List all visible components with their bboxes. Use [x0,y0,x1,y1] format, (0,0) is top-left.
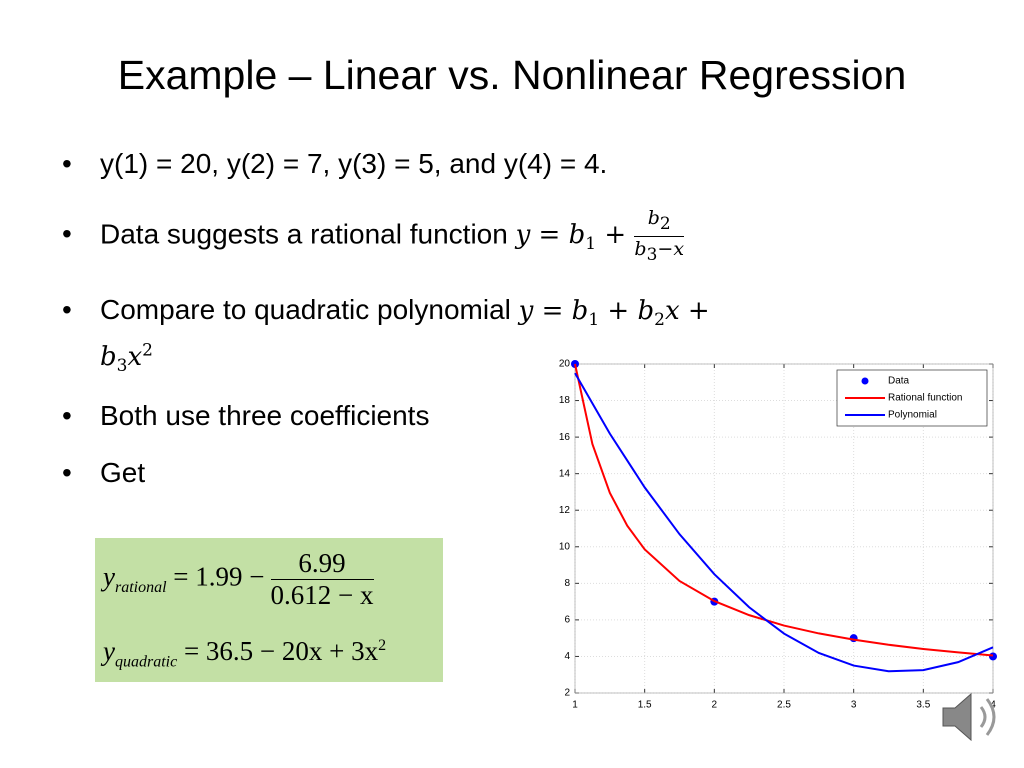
math: 3 [646,244,658,265]
eq-lhs: y [103,561,115,592]
y-tick-label: 8 [564,578,570,589]
eq-rhs: = 1.99 − [173,561,265,592]
series-line [574,372,994,673]
y-tick-label: 10 [559,541,571,552]
y-tick-label: 4 [564,651,570,662]
eq-sub: quadratic [114,653,178,671]
x-tick-label: 1.5 [638,700,652,711]
math: 2 [142,340,153,361]
bullet-text: Compare to quadratic polynomial [100,294,511,325]
eq-sub: rational [114,579,167,597]
eq-den: 0.612 − x [270,580,374,610]
formula: y = b1 + b2 b3−x [515,207,685,265]
y-tick-label: 14 [559,468,571,479]
math: 1 [588,310,600,331]
y-tick-label: 6 [564,615,570,626]
y-tick-label: 16 [559,432,571,443]
bullet-text: Both use three coefficients [100,400,430,431]
eq-lhs: y [103,636,115,666]
x-tick-label: 4 [990,700,996,711]
chart: 1 1.5 2 2.5 3 3.5 4 2 4 6 8 10 12 14 16 18 20 Data Rationa… [559,359,997,711]
math: 1 [585,234,597,255]
math: x + [664,296,710,326]
legend-label: Data [888,376,910,387]
math: −x [657,237,685,260]
equation: yrational = 1.99 −6.99 0.612 − x [103,548,374,611]
y-tick-label: 12 [559,505,571,516]
math: + [596,220,627,251]
legend-label: Polynomial [888,410,937,421]
data-point [989,652,997,661]
plot-frame [574,363,994,694]
bullet: • Compare to quadratic polynomial y = b1 … [62,294,710,331]
math: b [100,342,117,372]
y-tick-label: 2 [564,688,570,699]
x-tick-label: 3 [851,700,857,711]
series-line [574,363,994,657]
bullet: • Data suggests a rational function y = b… [62,207,685,265]
x-tick-label: 3.5 [916,700,930,711]
math: 3 [116,356,128,377]
bullet-text: Data suggests a rational function [100,218,508,250]
math: + b [599,296,655,326]
eq-num: 6.99 [270,548,374,580]
math: y = b [515,220,586,251]
y-tick-label: 20 [559,359,571,370]
math: 2 [659,213,671,234]
math: 2 [654,310,665,331]
legend-marker [861,377,869,385]
x-tick-label: 1 [572,700,578,711]
math: b [634,237,647,260]
x-tick-label: 2.5 [777,700,791,711]
equation-box: yrational = 1.99 −6.99 0.612 − x yquadrat… [95,538,443,682]
math: b [647,207,660,229]
eq-sup: 2 [378,637,387,654]
bullet-text: y(1) = 20, y(2) = 7, y(3) = 5, and y(4) … [100,148,608,179]
eq-rhs: = 36.5 − 20x + 3x [183,636,379,666]
slide-title: Example – Linear vs. Nonlinear Regressio… [117,52,907,98]
bullet: • y(1) = 20, y(2) = 7, y(3) = 5, and y(4)… [62,148,608,179]
legend-label: Rational function [888,393,963,404]
bullet-continuation: b3x2 [100,340,153,376]
bullet-text: Get [100,457,146,488]
speaker-icon [942,692,996,742]
math: x [127,342,143,372]
y-tick-label: 18 [559,395,571,406]
bullet: • Both use three coefficients [62,400,430,431]
math: y = b [518,296,589,326]
bullet: • Get [62,457,146,488]
x-tick-label: 2 [712,700,718,711]
equation: yquadratic = 36.5 − 20x + 3x2 [103,636,386,671]
